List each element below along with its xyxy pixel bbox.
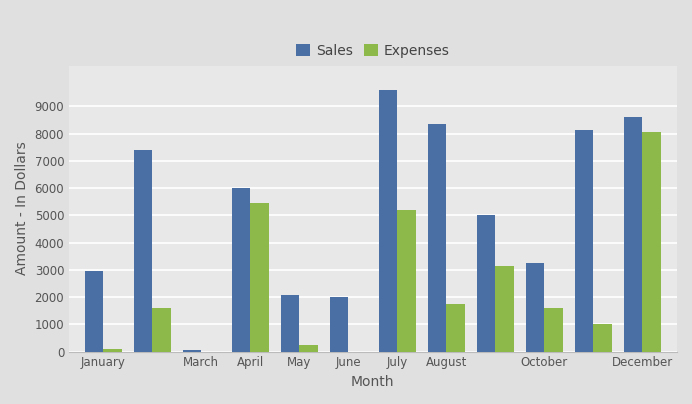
Bar: [251, 203, 269, 351]
Legend: Sales, Expenses: Sales, Expenses: [291, 38, 455, 63]
Bar: [477, 215, 495, 351]
Bar: [84, 271, 103, 351]
Bar: [379, 90, 397, 351]
Bar: [152, 308, 171, 351]
Bar: [575, 130, 593, 351]
Bar: [495, 266, 514, 351]
Bar: [642, 133, 661, 351]
Bar: [329, 297, 348, 351]
Bar: [281, 295, 300, 351]
Bar: [232, 188, 251, 351]
Bar: [183, 350, 201, 351]
Bar: [526, 263, 545, 351]
Y-axis label: Amount - In Dollars: Amount - In Dollars: [15, 142, 29, 276]
Bar: [428, 124, 446, 351]
Bar: [446, 304, 465, 351]
Bar: [593, 324, 612, 351]
Bar: [545, 308, 563, 351]
X-axis label: Month: Month: [351, 375, 394, 389]
Bar: [397, 210, 416, 351]
Bar: [623, 117, 642, 351]
Bar: [103, 349, 122, 351]
Bar: [134, 150, 152, 351]
Bar: [300, 345, 318, 351]
